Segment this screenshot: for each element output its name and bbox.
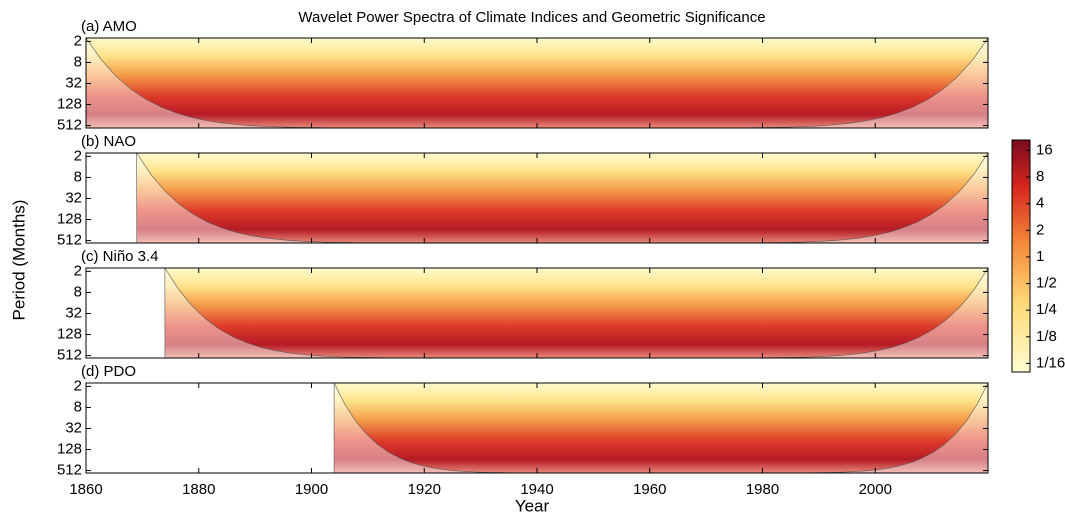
heatmap xyxy=(334,383,988,473)
y-tick-label: 2 xyxy=(74,377,82,394)
y-tick-label: 32 xyxy=(65,74,82,91)
x-tick-label: 1960 xyxy=(633,481,666,498)
y-tick-label: 2 xyxy=(74,147,82,164)
x-tick-label: 1880 xyxy=(182,481,215,498)
panel-label: (c) Niño 3.4 xyxy=(81,248,159,265)
colorbar-tick-label: 1/8 xyxy=(1036,328,1057,345)
heatmap xyxy=(136,153,989,243)
y-tick-label: 512 xyxy=(57,232,82,249)
y-tick-label: 8 xyxy=(74,53,82,70)
heatmap xyxy=(164,268,989,358)
colorbar-tick-label: 1/2 xyxy=(1036,275,1057,292)
x-tick-label: 1920 xyxy=(408,481,441,498)
y-tick-label: 8 xyxy=(74,398,82,415)
colorbar-tick-label: 16 xyxy=(1036,141,1053,158)
colorbar-tick-label: 4 xyxy=(1036,195,1044,212)
colorbar-tick-label: 1/4 xyxy=(1036,301,1057,318)
chart-title: Wavelet Power Spectra of Climate Indices… xyxy=(298,9,765,26)
panel-label: (a) AMO xyxy=(81,18,137,35)
y-axis-label: Period (Months) xyxy=(9,200,28,321)
y-tick-label: 128 xyxy=(57,441,82,458)
x-tick-label: 1900 xyxy=(295,481,328,498)
x-axis-label: Year xyxy=(515,496,550,515)
y-tick-label: 2 xyxy=(74,32,82,49)
y-tick-label: 8 xyxy=(74,283,82,300)
panel-label: (d) PDO xyxy=(81,363,136,380)
y-tick-label: 128 xyxy=(57,96,82,113)
colorbar-tick-label: 1 xyxy=(1036,248,1044,265)
colorbar-tick-label: 8 xyxy=(1036,168,1044,185)
y-tick-label: 8 xyxy=(74,168,82,185)
y-tick-label: 512 xyxy=(57,117,82,134)
y-tick-label: 512 xyxy=(57,462,82,479)
x-tick-label: 1940 xyxy=(520,481,553,498)
x-tick-label: 1980 xyxy=(746,481,779,498)
panel-label: (b) NAO xyxy=(81,133,136,150)
colorbar-tick-label: 2 xyxy=(1036,221,1044,238)
y-tick-label: 2 xyxy=(74,262,82,279)
y-tick-label: 128 xyxy=(57,326,82,343)
y-tick-label: 32 xyxy=(65,189,82,206)
y-tick-label: 128 xyxy=(57,211,82,228)
colorbar-tick-label: 1/16 xyxy=(1036,354,1065,371)
y-tick-label: 32 xyxy=(65,304,82,321)
y-tick-label: 512 xyxy=(57,347,82,364)
x-tick-label: 1860 xyxy=(69,481,102,498)
x-tick-label: 2000 xyxy=(859,481,892,498)
colorbar xyxy=(1011,139,1031,373)
y-tick-label: 32 xyxy=(65,419,82,436)
heatmap xyxy=(86,38,988,128)
